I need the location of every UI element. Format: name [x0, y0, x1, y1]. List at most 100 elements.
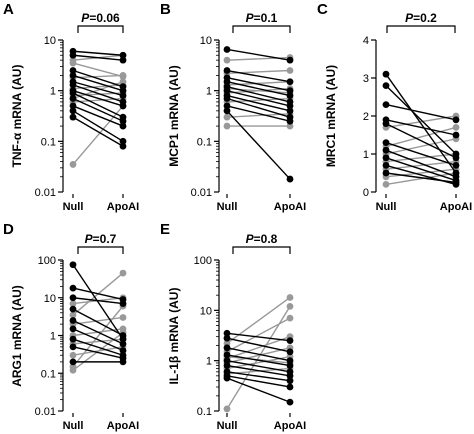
y-tick-label: 0.1: [197, 406, 212, 418]
null-point: [223, 329, 231, 337]
null-point: [382, 139, 390, 147]
apoai-point: [286, 107, 294, 115]
null-point: [223, 46, 231, 53]
null-point: [223, 374, 231, 382]
significance-bracket: [77, 246, 124, 254]
null-point: [69, 300, 77, 307]
apoai-point: [119, 269, 127, 277]
pair-line: [385, 172, 457, 184]
null-point: [223, 102, 231, 110]
pair-line: [226, 105, 291, 122]
panel-letter: A: [3, 1, 14, 18]
apoai-point: [452, 124, 460, 131]
x-category-label: ApoAI: [107, 201, 139, 213]
null-point: [223, 56, 231, 64]
apoai-point: [119, 358, 127, 366]
null-point: [69, 294, 77, 302]
pair-line: [72, 105, 124, 127]
null-point: [223, 95, 231, 102]
y-tick-label: 0.1: [41, 136, 56, 148]
apoai-point: [286, 348, 294, 356]
pair-line: [226, 337, 291, 353]
null-point: [382, 169, 390, 177]
x-category-label: Null: [217, 420, 238, 432]
pair-line: [72, 110, 124, 142]
y-tick-label: 0.01: [35, 187, 56, 199]
x-category-label: Null: [217, 201, 238, 213]
pair-line: [226, 347, 291, 364]
null-point: [69, 335, 77, 343]
y-axis-label: MCP1 mRNA (AU): [167, 65, 181, 167]
null-point: [223, 334, 231, 342]
apoai-point: [286, 302, 294, 310]
apoai-point: [452, 162, 460, 169]
y-tick-label: 3: [363, 73, 369, 85]
apoai-point: [286, 362, 294, 369]
y-tick-label: 2: [363, 111, 369, 123]
pair-line: [72, 81, 124, 97]
null-point: [69, 284, 77, 292]
pair-line: [226, 85, 291, 103]
apoai-point: [286, 398, 294, 406]
null-point: [69, 107, 77, 115]
null-point: [382, 181, 390, 188]
apoai-point: [286, 314, 294, 322]
pair-line: [385, 138, 457, 155]
null-point: [69, 102, 77, 110]
null-point: [223, 362, 231, 369]
pair-line: [385, 141, 457, 167]
pair-line: [226, 94, 291, 112]
pair-line: [226, 77, 291, 92]
apoai-point: [286, 122, 294, 130]
null-point: [69, 51, 77, 59]
apoai-point: [286, 56, 294, 64]
panel-c: C 4 3 2 1 0 MRC1 mRNA (AU) Null ApoAI P=0.2: [317, 1, 472, 213]
pair-line: [72, 297, 124, 305]
pair-line: [226, 371, 291, 382]
panel-letter: C: [317, 1, 328, 18]
apoai-point: [286, 377, 294, 385]
null-point: [69, 325, 77, 333]
null-point: [223, 67, 231, 74]
significance-bracket: [77, 25, 124, 33]
y-axis-label: ARG1 mRNA (AU): [10, 285, 24, 387]
apoai-point: [286, 175, 294, 183]
y-tick-label: 0.01: [191, 187, 212, 199]
pair-line: [72, 328, 124, 352]
pair-line: [385, 149, 457, 178]
y-tick-label: 1: [50, 331, 56, 343]
null-point: [69, 113, 77, 121]
pair-line: [226, 335, 291, 360]
null-point: [382, 146, 390, 154]
null-point: [69, 81, 77, 89]
null-point: [69, 305, 77, 313]
y-tick-label: 0.1: [41, 368, 56, 380]
pair-line: [385, 85, 457, 155]
null-point: [69, 95, 77, 102]
panel-e: E 100 10 1 0.1 IL-1β mRNA (AU) Null ApoAI P=0.8: [160, 221, 306, 432]
pair-line: [72, 264, 124, 340]
apoai-point: [119, 142, 127, 150]
pair-line: [226, 375, 291, 388]
x-category-label: ApoAI: [440, 201, 472, 213]
pair-line: [226, 89, 291, 107]
pair-line: [385, 119, 457, 136]
pair-line: [72, 116, 124, 147]
significance-bracket: [232, 246, 291, 254]
pair-line: [226, 48, 291, 61]
panel-a: A 10 1 0.1 0.01 TNF-α mRNA (AU) Null ApoAI P=0.0…: [3, 1, 139, 213]
y-tick-label: 0.1: [197, 136, 212, 148]
null-point: [69, 161, 77, 168]
y-tick-label: 10: [44, 293, 56, 305]
pair-line: [226, 296, 291, 344]
y-tick-label: 10: [200, 35, 212, 47]
y-tick-label: 10: [44, 35, 56, 47]
panel-letter: D: [3, 221, 14, 238]
p-value-label: P=0.8: [246, 232, 278, 246]
null-point: [69, 317, 77, 324]
apoai-point: [119, 332, 127, 339]
null-point: [223, 107, 231, 115]
y-tick-label: 1: [206, 356, 212, 368]
pair-line: [72, 305, 124, 368]
